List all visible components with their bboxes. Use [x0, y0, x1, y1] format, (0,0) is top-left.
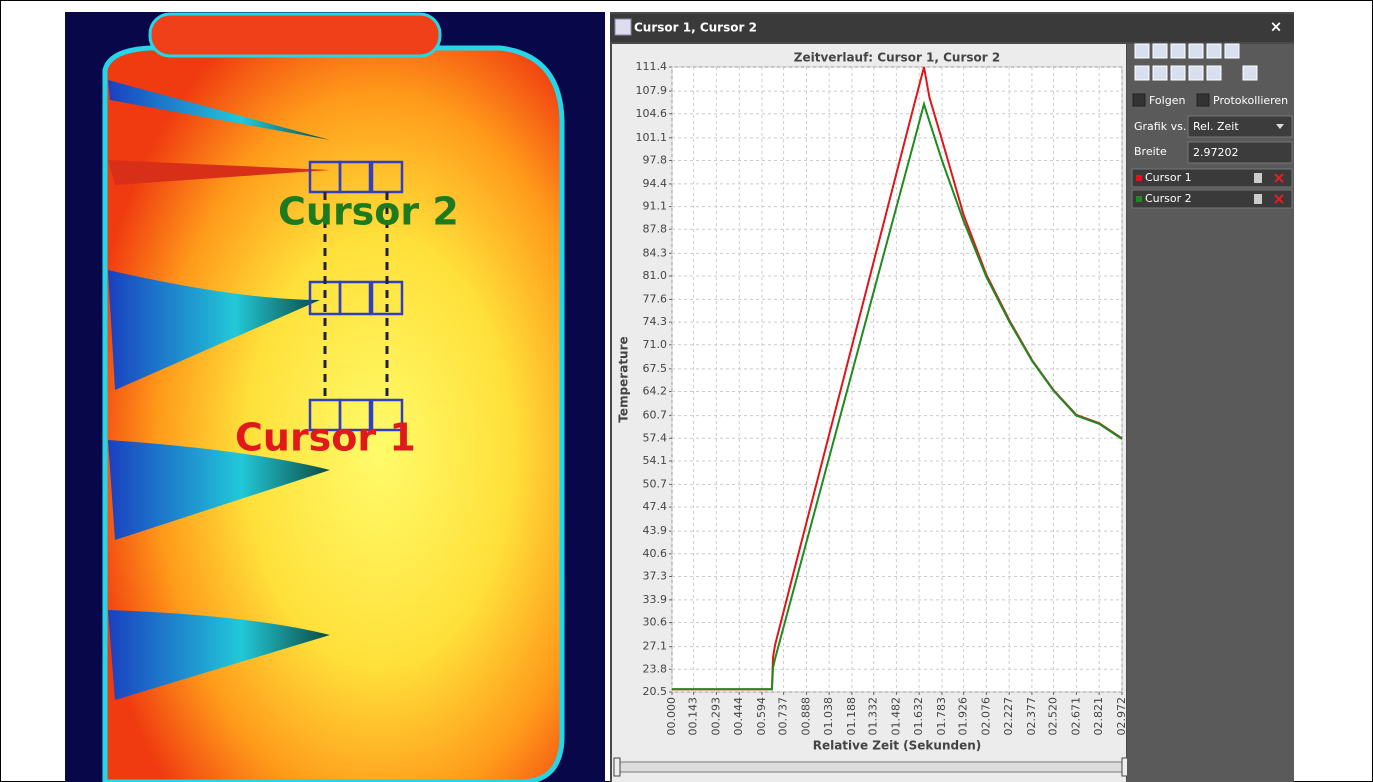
- y-tick-label: 107.9: [636, 84, 668, 97]
- x-axis-label: Relative Zeit (Sekunden): [813, 739, 982, 753]
- x-tick-label: 02.821: [1092, 697, 1105, 736]
- y-tick-label: 30.6: [643, 616, 668, 629]
- y-tick-label: 64.2: [643, 385, 668, 398]
- checkbox-label: Protokollieren: [1213, 94, 1288, 107]
- y-tick-label: 74.3: [643, 315, 668, 328]
- y-tick-label: 23.8: [643, 662, 668, 675]
- thermal-image: Cursor 2 Cursor 1: [65, 12, 605, 782]
- window-title: Cursor 1, Cursor 2: [634, 21, 757, 35]
- y-tick-label: 97.8: [643, 154, 668, 167]
- x-tick-label: 01.632: [912, 697, 925, 736]
- y-tick-label: 47.4: [643, 500, 668, 513]
- y-tick-label: 43.9: [643, 524, 668, 537]
- legend-swatch: [1136, 196, 1142, 202]
- y-tick-label: 20.5: [643, 685, 668, 698]
- cursor-label: Cursor 2: [278, 190, 459, 234]
- y-tick-label: 60.7: [643, 409, 668, 422]
- x-tick-label: 01.332: [867, 697, 880, 736]
- slider[interactable]: [616, 762, 1126, 772]
- window-icon: [615, 19, 631, 35]
- x-tick-label: 00.444: [732, 697, 745, 736]
- y-tick-label: 37.3: [643, 569, 668, 582]
- legend-label: Cursor 2: [1145, 192, 1192, 205]
- dropdown-value: Rel. Zeit: [1193, 120, 1239, 133]
- y-tick-label: 57.4: [643, 431, 668, 444]
- checkbox[interactable]: [1197, 94, 1209, 106]
- x-tick-label: 00.000: [665, 697, 678, 736]
- y-tick-label: 111.4: [636, 60, 668, 73]
- legend-label: Cursor 1: [1145, 171, 1192, 184]
- legend-menu[interactable]: [1254, 173, 1262, 183]
- x-tick-label: 00.737: [777, 697, 790, 736]
- y-tick-label: 91.1: [643, 200, 668, 213]
- y-tick-label: 84.3: [643, 246, 668, 259]
- y-tick-label: 104.6: [636, 107, 668, 120]
- page: Cursor 2 Cursor 1 Cursor 1, Cursor 2 × F…: [0, 0, 1373, 782]
- y-tick-label: 50.7: [643, 477, 668, 490]
- x-tick-label: 02.520: [1047, 697, 1060, 736]
- x-tick-label: 01.482: [889, 697, 902, 736]
- x-tick-label: 02.227: [1002, 697, 1015, 736]
- x-tick-label: 01.783: [935, 697, 948, 736]
- x-tick-label: 00.293: [709, 697, 722, 736]
- legend-menu[interactable]: [1254, 194, 1262, 204]
- y-tick-label: 94.4: [643, 177, 668, 190]
- x-tick-label: 02.972: [1115, 697, 1128, 736]
- slider-handle[interactable]: [614, 758, 620, 776]
- checkbox[interactable]: [1133, 94, 1145, 106]
- legend-swatch: [1136, 175, 1142, 181]
- field-label: Grafik vs.: [1134, 120, 1186, 133]
- field-label: Breite: [1134, 145, 1167, 158]
- checkbox-label: Folgen: [1149, 94, 1185, 107]
- y-tick-label: 77.6: [643, 292, 668, 305]
- chart-title: Zeitverlauf: Cursor 1, Cursor 2: [794, 51, 1000, 65]
- y-tick-label: 81.0: [643, 269, 668, 282]
- x-tick-label: 02.671: [1069, 697, 1082, 736]
- y-tick-label: 71.0: [643, 338, 668, 351]
- y-tick-label: 27.1: [643, 640, 668, 653]
- x-tick-label: 01.038: [822, 697, 835, 736]
- y-tick-label: 101.1: [636, 131, 668, 144]
- close-button[interactable]: ×: [1270, 18, 1283, 36]
- screen: Cursor 2 Cursor 1 Cursor 1, Cursor 2 × F…: [0, 0, 1373, 782]
- y-tick-label: 40.6: [643, 547, 668, 560]
- x-tick-label: 00.594: [755, 697, 768, 736]
- x-tick-label: 01.926: [957, 697, 970, 736]
- y-tick-label: 67.5: [643, 362, 668, 375]
- y-tick-label: 54.1: [643, 454, 668, 467]
- y-tick-label: 87.8: [643, 222, 668, 235]
- x-tick-label: 02.076: [979, 697, 992, 736]
- cursor-label: Cursor 1: [235, 416, 416, 460]
- x-tick-label: 00.888: [799, 697, 812, 736]
- x-tick-label: 00.143: [687, 697, 700, 736]
- input-value: 2.97202: [1193, 146, 1239, 159]
- x-tick-label: 02.377: [1025, 697, 1038, 736]
- y-tick-label: 33.9: [643, 593, 668, 606]
- y-axis-label: Temperature: [617, 336, 631, 422]
- x-tick-label: 01.188: [845, 697, 858, 736]
